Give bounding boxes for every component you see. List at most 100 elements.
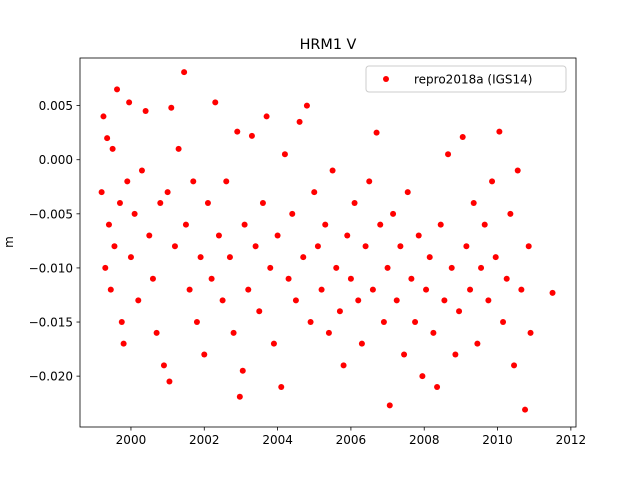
data-point [456,308,463,315]
y-tick-label: 0.005 [39,99,73,113]
data-point [448,264,455,271]
data-point [366,178,373,185]
data-point [511,362,518,369]
data-point [325,329,332,336]
data-point [102,264,109,271]
data-point [239,367,246,374]
data-point [390,210,397,217]
data-point [248,132,255,139]
data-point [500,319,507,326]
data-point [481,221,488,228]
y-tick-label: −0.005 [29,207,73,221]
data-point [412,319,419,326]
data-point [131,210,138,217]
data-point [201,351,208,358]
data-point [181,69,188,76]
data-point [292,297,299,304]
data-point [285,275,292,282]
data-point [193,319,200,326]
data-point [355,297,362,304]
data-point [525,243,532,250]
data-point [160,362,167,369]
data-point [344,232,351,239]
data-point [107,286,114,293]
data-point [470,200,477,207]
data-point [373,129,380,136]
data-point [307,319,314,326]
data-point [241,221,248,228]
data-point [104,135,111,142]
data-point [333,264,340,271]
data-point [393,297,400,304]
data-point [197,254,204,261]
y-tick-label: −0.015 [29,316,73,330]
data-point [114,86,121,93]
data-point [419,373,426,380]
data-point [503,275,510,282]
data-point [489,178,496,185]
data-point [212,99,219,106]
chart-title: HRM1 V [300,37,357,53]
data-point [527,329,534,336]
data-point [300,254,307,261]
data-point [303,102,310,109]
data-point [274,232,281,239]
data-point [270,340,277,347]
data-point [401,351,408,358]
data-point [118,319,125,326]
data-point [100,113,107,120]
data-point [514,167,521,174]
data-point [426,254,433,261]
data-point [384,264,391,271]
data-point [142,108,149,115]
data-point [437,221,444,228]
data-point [362,243,369,250]
data-point [127,254,134,261]
data-point [281,151,288,158]
data-point [311,189,318,196]
data-point [223,178,230,185]
x-tick-label: 2010 [482,433,513,447]
x-tick-label: 2004 [262,433,293,447]
data-point [380,319,387,326]
data-point [474,340,481,347]
y-axis-label: m [2,236,16,248]
data-point [109,145,116,152]
data-point [459,133,466,140]
data-point [175,145,182,152]
data-point [314,243,321,250]
data-point [441,297,448,304]
data-point [146,232,153,239]
data-point [408,275,415,282]
data-point [485,297,492,304]
data-point [340,362,347,369]
data-point [168,104,175,111]
data-point [186,286,193,293]
data-point [149,275,156,282]
data-point [166,378,173,385]
x-tick-label: 2002 [189,433,220,447]
data-point [245,286,252,293]
data-point [219,297,226,304]
data-point [467,286,474,293]
data-point [124,178,131,185]
data-point [358,340,365,347]
data-point [463,243,470,250]
data-point [296,118,303,125]
data-point [135,297,142,304]
data-point [351,200,358,207]
data-point [318,286,325,293]
plot-frame [79,57,577,428]
data-point [138,167,145,174]
data-point [267,264,274,271]
x-tick-label: 2000 [116,433,147,447]
data-point [289,210,296,217]
data-point [105,221,112,228]
data-point [377,221,384,228]
legend-box [365,65,567,93]
data-point [549,289,556,296]
data-point [230,329,237,336]
data-point [397,243,404,250]
data-point [434,383,441,390]
